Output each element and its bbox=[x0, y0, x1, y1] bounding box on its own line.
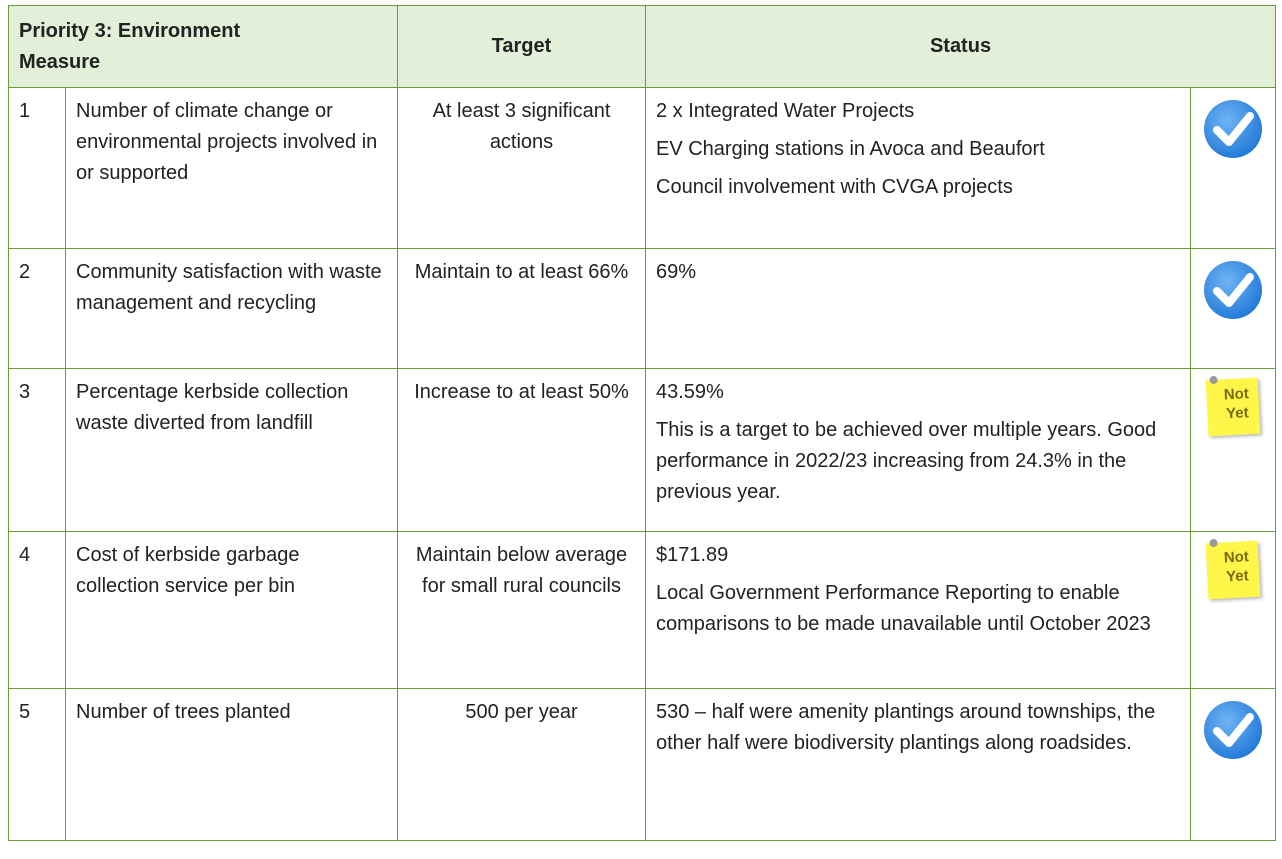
number-cell: 3 bbox=[8, 368, 66, 532]
number-cell: 4 bbox=[8, 531, 66, 689]
status-cell: 69% bbox=[645, 248, 1191, 369]
measure-cell: Number of climate change or environmenta… bbox=[65, 87, 398, 249]
row: 2 Community satisfaction with waste manag… bbox=[8, 248, 1276, 369]
status-cell: 43.59% This is a target to be achieved ov… bbox=[645, 368, 1191, 532]
number-cell: 1 bbox=[8, 87, 66, 249]
target-cell: 500 per year bbox=[397, 688, 646, 841]
icon-cell bbox=[1190, 87, 1276, 249]
icon-cell bbox=[1190, 248, 1276, 369]
icon-cell: Not Yet bbox=[1190, 531, 1276, 689]
measure-cell: Percentage kerbside collection waste div… bbox=[65, 368, 398, 532]
header-measure: Priority 3: Environment Measure bbox=[8, 5, 398, 88]
check-icon bbox=[1204, 701, 1262, 759]
status-line: $171.89 bbox=[656, 544, 729, 566]
status-line: 530 – half were amenity plantings around… bbox=[656, 701, 1156, 754]
table-body: 1 Number of climate change or environment… bbox=[8, 87, 1276, 841]
not-yet-badge: Not Yet bbox=[1205, 375, 1261, 437]
badge-text: Not Yet bbox=[1223, 548, 1250, 586]
not-yet-badge: Not Yet bbox=[1205, 538, 1261, 600]
status-line: 2 x Integrated Water Projects bbox=[656, 100, 915, 122]
header-row: Priority 3: Environment Measure Target St… bbox=[8, 5, 1276, 88]
row: 5 Number of trees planted 500 per year 530 … bbox=[8, 688, 1276, 841]
row: 4 Cost of kerbside garbage collection ser… bbox=[8, 531, 1276, 689]
measure-cell: Number of trees planted bbox=[65, 688, 398, 841]
pin bbox=[1209, 375, 1218, 385]
status-line: This is a target to be achieved over mul… bbox=[656, 419, 1157, 503]
check-icon bbox=[1204, 261, 1262, 319]
measure-cell: Cost of kerbside garbage collection serv… bbox=[65, 531, 398, 689]
status-line: EV Charging stations in Avoca and Beaufo… bbox=[656, 138, 1045, 160]
number-cell: 5 bbox=[8, 688, 66, 841]
row: 3 Percentage kerbside collection waste di… bbox=[8, 368, 1276, 532]
header-line: Priority 3: Environment bbox=[19, 19, 241, 42]
number-cell: 2 bbox=[8, 248, 66, 369]
priority-table: Priority 3: Environment Measure Target St… bbox=[8, 5, 1276, 841]
status-line: 69% bbox=[656, 261, 697, 283]
target-cell: At least 3 significant actions bbox=[397, 87, 646, 249]
target-cell: Increase to at least 50% bbox=[397, 368, 646, 532]
target-cell: Maintain below average for small rural c… bbox=[397, 531, 646, 689]
status-cell: 2 x Integrated Water Projects EV Charging… bbox=[645, 87, 1191, 249]
status-line: Council involvement with CVGA projects bbox=[656, 176, 1013, 198]
badge-text: Not Yet bbox=[1223, 385, 1250, 423]
header-target: Target bbox=[397, 5, 646, 88]
status-cell: 530 – half were amenity plantings around… bbox=[645, 688, 1191, 841]
check-icon bbox=[1204, 100, 1262, 158]
status-line: Local Government Performance Reporting t… bbox=[656, 582, 1151, 635]
status-line: 43.59% bbox=[656, 381, 724, 403]
target-cell: Maintain to at least 66% bbox=[397, 248, 646, 369]
status-cell: $171.89 Local Government Performance Repo… bbox=[645, 531, 1191, 689]
row: 1 Number of climate change or environment… bbox=[8, 87, 1276, 249]
pin bbox=[1209, 538, 1218, 548]
header-line: Measure bbox=[19, 50, 101, 73]
icon-cell: Not Yet bbox=[1190, 368, 1276, 532]
measure-cell: Community satisfaction with waste manage… bbox=[65, 248, 398, 369]
header-status: Status bbox=[645, 5, 1276, 88]
icon-cell bbox=[1190, 688, 1276, 841]
